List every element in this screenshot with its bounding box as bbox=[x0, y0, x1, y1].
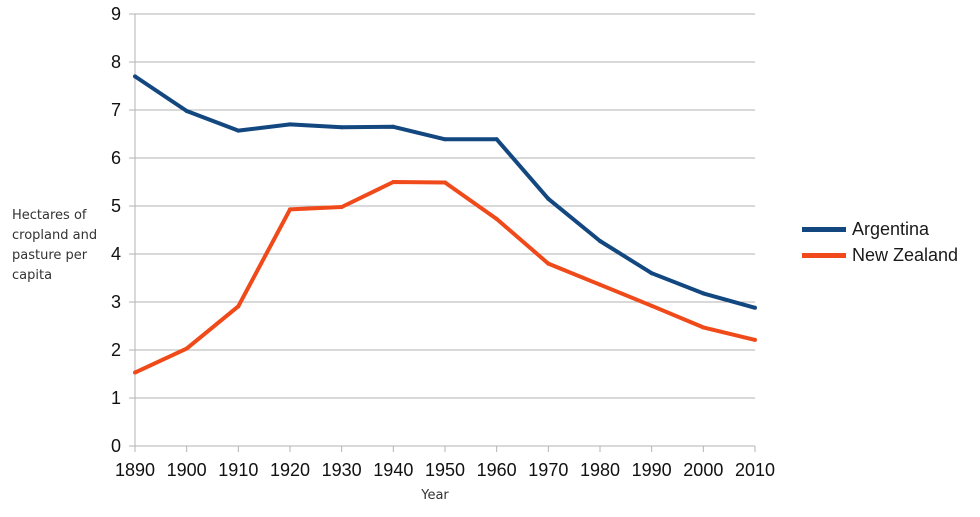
x-tick-label: 1900 bbox=[167, 460, 207, 480]
legend-swatch-argentina bbox=[802, 226, 846, 232]
data-point-new-zealand bbox=[753, 337, 757, 342]
y-axis-title-line: Hectares of bbox=[12, 208, 87, 223]
data-point-argentina bbox=[391, 124, 396, 129]
data-point-new-zealand bbox=[598, 282, 602, 287]
y-axis-title-line: pasture per bbox=[12, 248, 88, 263]
legend-swatch-new-zealand bbox=[802, 252, 846, 258]
x-axis-title: Year bbox=[421, 488, 449, 503]
y-tick-label: 2 bbox=[111, 340, 121, 360]
y-tick-label: 5 bbox=[111, 196, 121, 216]
data-point-new-zealand bbox=[443, 180, 447, 185]
data-point-argentina bbox=[598, 239, 602, 244]
y-axis-title-line: cropland and bbox=[12, 228, 98, 243]
data-point-argentina bbox=[753, 305, 757, 310]
x-tick-label: 1960 bbox=[477, 460, 517, 480]
data-point-new-zealand bbox=[236, 304, 241, 309]
legend-label-new-zealand: New Zealand bbox=[852, 244, 959, 265]
y-tick-label: 7 bbox=[111, 100, 121, 120]
legend-label-argentina: Argentina bbox=[852, 218, 930, 239]
data-point-new-zealand bbox=[701, 325, 706, 330]
data-point-new-zealand bbox=[133, 370, 137, 375]
y-tick-label: 3 bbox=[111, 292, 121, 312]
y-tick-label: 4 bbox=[111, 244, 121, 264]
data-point-new-zealand bbox=[391, 180, 396, 184]
data-point-new-zealand bbox=[288, 207, 292, 212]
x-tick-label: 1950 bbox=[425, 460, 465, 480]
data-point-argentina bbox=[133, 74, 137, 79]
legend-item-new-zealand: New Zealand bbox=[802, 242, 978, 268]
data-point-argentina bbox=[443, 137, 447, 142]
x-tick-label: 1890 bbox=[115, 460, 155, 480]
x-tick-label: 1940 bbox=[373, 460, 413, 480]
legend: Argentina New Zealand bbox=[802, 216, 978, 268]
x-tick-label: 2010 bbox=[735, 460, 775, 480]
data-point-argentina bbox=[236, 128, 241, 133]
y-axis-title: Hectares of cropland and pasture per cap… bbox=[12, 206, 108, 286]
y-tick-label: 6 bbox=[111, 148, 121, 168]
y-tick-label: 1 bbox=[111, 388, 121, 408]
data-point-argentina bbox=[184, 108, 189, 113]
x-tick-label: 1980 bbox=[580, 460, 620, 480]
x-tick-label: 1990 bbox=[632, 460, 672, 480]
data-point-new-zealand bbox=[649, 303, 654, 308]
data-point-argentina bbox=[494, 137, 499, 142]
data-point-new-zealand bbox=[494, 216, 499, 221]
series-line-argentina bbox=[133, 74, 756, 310]
x-tick-label: 1920 bbox=[270, 460, 310, 480]
x-tick-label: 1930 bbox=[322, 460, 362, 480]
data-point-new-zealand bbox=[339, 204, 344, 209]
x-tick-label: 1910 bbox=[218, 460, 258, 480]
data-point-argentina bbox=[546, 196, 551, 201]
data-point-argentina bbox=[288, 122, 292, 127]
data-point-argentina bbox=[339, 125, 344, 130]
y-axis-title-line: capita bbox=[12, 268, 53, 283]
data-point-new-zealand bbox=[184, 346, 189, 351]
legend-item-argentina: Argentina bbox=[802, 216, 978, 242]
x-tick-label: 1970 bbox=[528, 460, 568, 480]
data-point-argentina bbox=[701, 291, 706, 296]
x-tick-label: 2000 bbox=[683, 460, 723, 480]
y-tick-label: 8 bbox=[111, 52, 121, 72]
y-tick-label: 9 bbox=[111, 4, 121, 24]
data-point-new-zealand bbox=[546, 261, 551, 266]
y-tick-label: 0 bbox=[111, 436, 121, 456]
data-point-argentina bbox=[649, 271, 654, 276]
